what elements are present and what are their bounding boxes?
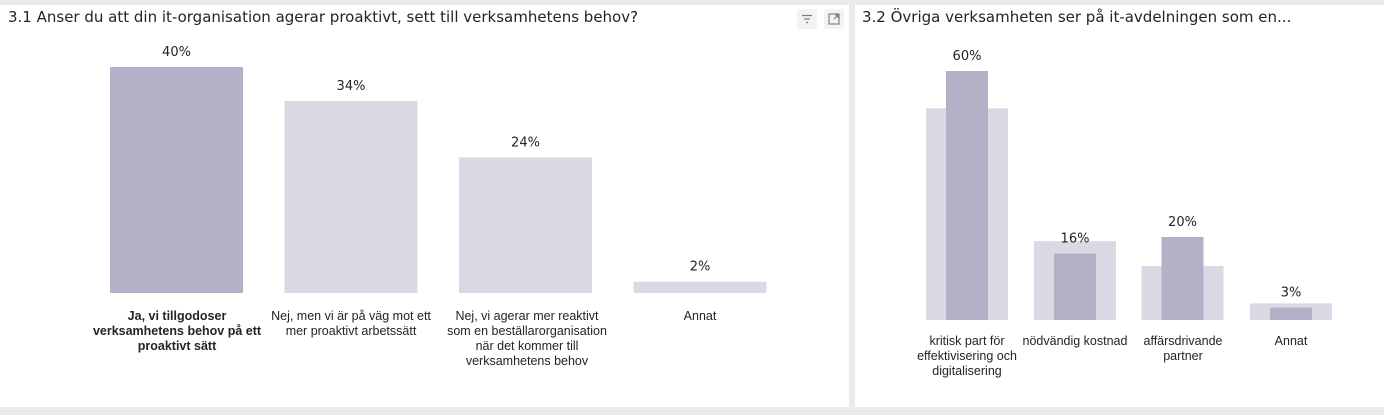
focus-mode-icon[interactable] [824,9,844,29]
bar [459,157,592,293]
chart-title: 3.2 Övriga verksamheten ser på it-avdeln… [862,8,1292,26]
bar [284,100,418,294]
chart-panel-perception: 3.2 Övriga verksamheten ser på it-avdeln… [855,5,1384,407]
bar [1054,253,1096,320]
bar [1270,307,1312,320]
category-label: kritisk part för effektivisering och dig… [917,334,1017,378]
category-label: Nej, men vi är på väg mot ett mer proakt… [271,309,431,338]
category-label: Ja, vi tillgodoser verksamhetens behov p… [92,309,262,353]
chart-title: 3.1 Anser du att din it-organisation age… [8,8,639,26]
category-label: Nej, vi agerar mer reaktivt som en bestä… [447,309,607,368]
data-label: 2% [690,260,711,275]
data-label: 60% [953,49,982,64]
data-label: 16% [1061,232,1090,247]
category-label: affärsdrivande partner [1143,334,1223,363]
filter-icon[interactable] [797,9,817,29]
category-label: Annat [1274,334,1308,348]
category-label: nödvändig kostnad [1022,334,1128,348]
category-label: Annat [683,309,717,323]
data-label: 34% [337,79,366,94]
bar-chart-perception: 60% 16% 20% 3% [926,49,1332,320]
bar [1161,237,1204,320]
bar [633,281,767,293]
data-label: 3% [1281,286,1302,301]
bar-chart-proactive: 40% 34% 24% 2% [110,45,767,294]
data-label: 24% [511,135,540,150]
chart-panel-proactive: 3.1 Anser du att din it-organisation age… [0,5,849,407]
bar [110,67,243,293]
bar [946,71,988,320]
data-label: 20% [1168,215,1197,230]
data-label: 40% [162,45,191,60]
